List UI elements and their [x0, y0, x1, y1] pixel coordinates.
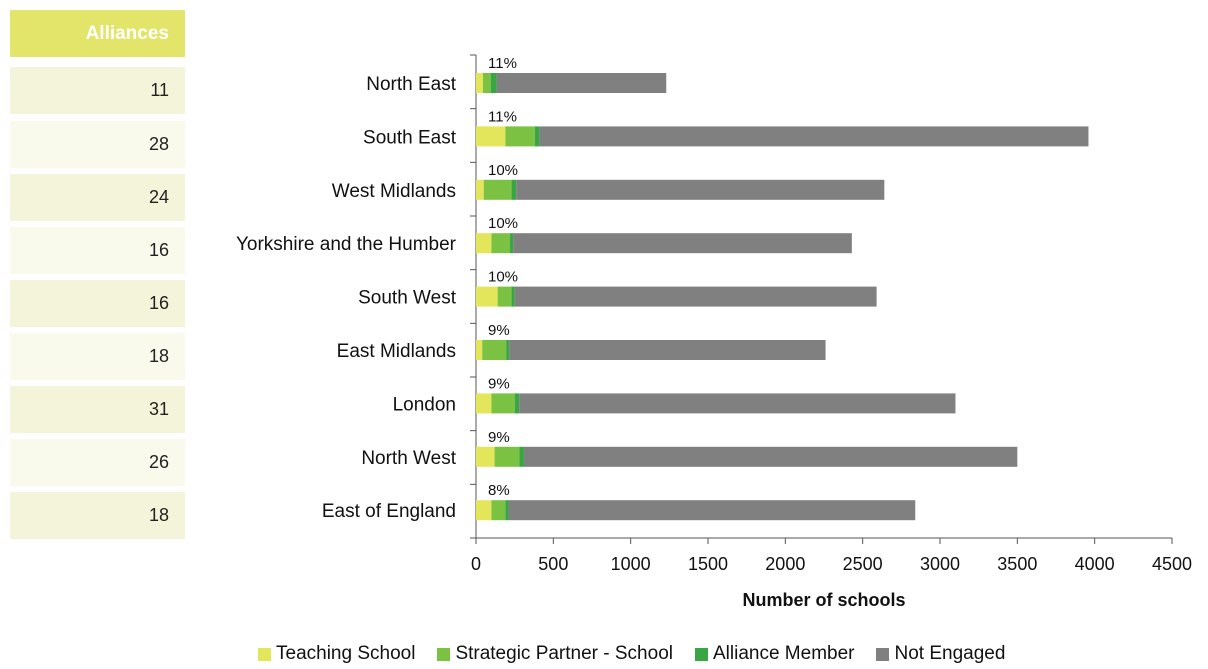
- bar-segment: [476, 179, 484, 200]
- category-label: East of England: [322, 501, 456, 522]
- alliances-cell: 11: [10, 67, 185, 114]
- category-label: East Midlands: [337, 341, 456, 362]
- bar-segment: [476, 286, 498, 307]
- bar-segment: [516, 179, 885, 200]
- bar-segment: [476, 126, 506, 147]
- bar-percent-label: 11%: [488, 55, 517, 72]
- category-label: London: [393, 394, 456, 415]
- x-tick-label: 3000: [920, 554, 960, 574]
- alliances-cell: 31: [10, 386, 185, 433]
- bar-segment: [523, 446, 1018, 467]
- category-label: West Midlands: [332, 181, 456, 202]
- bar-segment: [508, 500, 916, 521]
- x-tick-label: 3500: [997, 554, 1037, 574]
- x-tick-label: 4000: [1075, 554, 1115, 574]
- bar-percent-label: 10%: [488, 269, 518, 286]
- bar-segment: [476, 233, 492, 254]
- alliances-table: Alliances 11 28 24 16 16 18 31 26 18: [10, 10, 185, 539]
- legend-item-not-engaged: Not Engaged: [876, 643, 1005, 665]
- x-tick-label: 1500: [688, 554, 728, 574]
- alliances-cell: 16: [10, 280, 185, 327]
- alliances-cell: 18: [10, 333, 185, 380]
- legend-label: Teaching School: [276, 643, 416, 664]
- bar-segment: [505, 500, 509, 521]
- category-label: South East: [363, 127, 457, 148]
- bar-segment: [482, 73, 491, 93]
- bar-segment: [506, 340, 510, 360]
- alliances-header: Alliances: [10, 10, 185, 57]
- bar-segment: [514, 393, 520, 414]
- x-tick-label: 2000: [765, 554, 805, 574]
- bar-segment: [476, 446, 495, 467]
- x-tick-label: 0: [471, 554, 481, 574]
- legend-label: Alliance Member: [712, 643, 855, 664]
- bar-segment: [494, 446, 520, 467]
- x-tick-label: 500: [538, 554, 568, 574]
- bar-segment: [483, 179, 512, 200]
- bar-segment: [476, 500, 492, 521]
- bar-segment: [491, 500, 506, 521]
- bar-percent-label: 9%: [488, 429, 510, 446]
- legend-swatch-not-engaged: [876, 647, 890, 661]
- bar-segment: [491, 393, 515, 414]
- bar-segment: [519, 446, 524, 467]
- x-tick-label: 1000: [611, 554, 651, 574]
- alliances-cell: 16: [10, 227, 185, 274]
- bar-segment: [490, 73, 497, 93]
- bar-segment: [514, 286, 877, 307]
- bar-segment: [505, 126, 535, 147]
- category-label: South West: [358, 288, 457, 309]
- legend-item-teaching-school: Teaching School: [258, 643, 415, 665]
- legend-item-strategic-partner: Strategic Partner - School: [437, 643, 673, 665]
- x-tick-label: 4500: [1152, 554, 1192, 574]
- bar-segment: [482, 340, 507, 360]
- legend-swatch-alliance-member: [694, 647, 708, 661]
- bar-segment: [476, 393, 492, 414]
- category-label: North East: [366, 74, 456, 95]
- legend-label: Not Engaged: [894, 643, 1006, 664]
- alliances-cell: 26: [10, 439, 185, 486]
- bar-segment: [519, 393, 956, 414]
- bar-percent-label: 9%: [488, 375, 510, 392]
- bar-segment: [511, 179, 517, 200]
- bar-segment: [511, 286, 515, 307]
- bar-percent-label: 8%: [488, 482, 510, 499]
- bar-segment: [491, 233, 511, 254]
- legend-swatch-strategic-partner: [437, 647, 451, 661]
- bar-segment: [509, 340, 826, 360]
- category-label: Yorkshire and the Humber: [236, 234, 457, 255]
- x-tick-label: 2500: [843, 554, 883, 574]
- bar-percent-label: 11%: [488, 108, 517, 125]
- alliances-cell: 24: [10, 174, 185, 221]
- bar-segment: [534, 126, 540, 147]
- alliances-cell: 28: [10, 121, 185, 168]
- bar-segment: [513, 233, 852, 254]
- bar-percent-label: 10%: [488, 162, 518, 179]
- alliances-cell: 18: [10, 492, 185, 539]
- chart-legend: Teaching School Strategic Partner - Scho…: [258, 643, 1027, 665]
- bar-percent-label: 9%: [488, 322, 510, 339]
- legend-swatch-teaching-school: [258, 647, 271, 661]
- legend-item-alliance-member: Alliance Member: [694, 643, 855, 665]
- legend-label: Strategic Partner - School: [455, 643, 673, 664]
- bar-segment: [496, 73, 667, 93]
- bar-segment: [539, 126, 1089, 147]
- bar-segment: [476, 73, 483, 93]
- bar-segment: [497, 286, 512, 307]
- bar-segment: [510, 233, 514, 254]
- x-axis-title: Number of schools: [742, 590, 905, 610]
- category-label: North West: [361, 448, 456, 469]
- bar-segment: [476, 340, 483, 360]
- bar-percent-label: 10%: [488, 215, 518, 232]
